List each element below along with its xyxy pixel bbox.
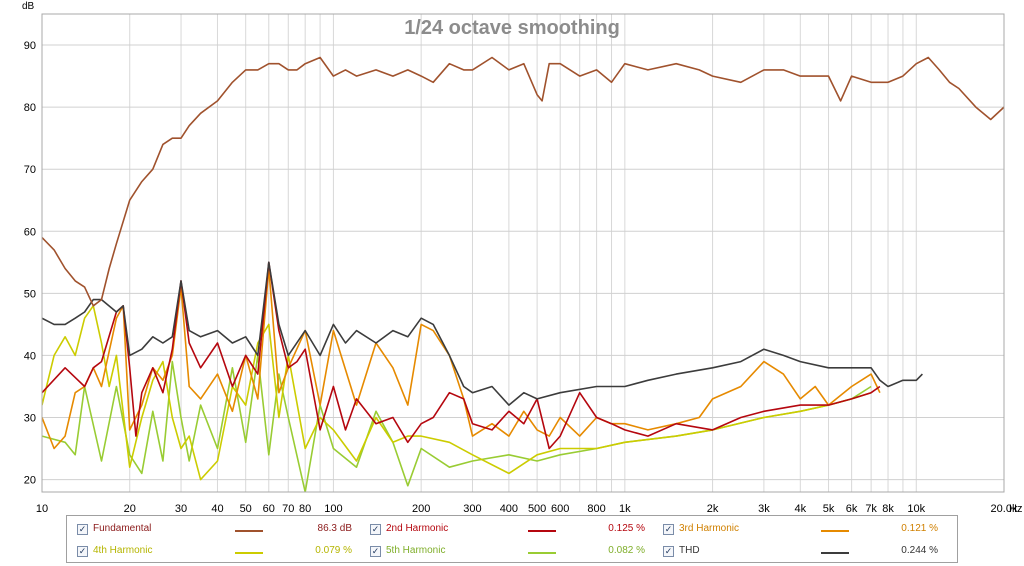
legend-value: 0.125 % [608, 523, 645, 534]
series-line-3rd-harmonic [42, 267, 881, 450]
legend-value: 0.079 % [315, 545, 352, 556]
chart-title: 1/24 octave smoothing [404, 17, 620, 39]
series-line-4th-harmonic [42, 304, 872, 481]
x-tick-label: 300 [463, 503, 481, 514]
series-line-2nd-harmonic [42, 261, 881, 450]
y-tick-label: 20 [24, 475, 36, 487]
x-tick-label: 7k [865, 503, 877, 514]
legend-label: Fundamental [93, 523, 152, 534]
x-tick-label: 100 [324, 503, 342, 514]
legend-checkbox-3rd-harmonic[interactable]: ✓ [663, 524, 674, 535]
y-tick-label: 70 [24, 164, 36, 176]
legend-value: 86.3 dB [317, 523, 352, 534]
x-tick-label: 5k [823, 503, 835, 514]
legend-label: 5th Harmonic [386, 545, 446, 556]
legend-checkbox-2nd-harmonic[interactable]: ✓ [370, 524, 381, 535]
legend-item-thd: ✓ THD 0.244 % [663, 545, 948, 561]
legend-swatch [235, 530, 263, 532]
legend-checkbox-4th-harmonic[interactable]: ✓ [77, 546, 88, 557]
legend-value: 0.082 % [608, 545, 645, 556]
y-tick-label: 80 [24, 102, 36, 114]
x-tick-label: 40 [211, 503, 223, 514]
x-tick-label: 2k [707, 503, 719, 514]
x-tick-label: 1k [619, 503, 631, 514]
x-tick-label: 20 [124, 503, 136, 514]
legend-swatch [821, 552, 849, 554]
legend-checkbox-5th-harmonic[interactable]: ✓ [370, 546, 381, 557]
legend-item-fundamental: ✓ Fundamental 86.3 dB [77, 523, 362, 539]
x-tick-label: 8k [882, 503, 894, 514]
legend-value: 0.244 % [901, 545, 938, 556]
legend-item-3rd-harmonic: ✓ 3rd Harmonic 0.121 % [663, 523, 948, 539]
x-tick-label: 20.0k [991, 503, 1018, 514]
x-tick-label: 30 [175, 503, 187, 514]
x-tick-label: 70 [282, 503, 294, 514]
x-tick-label: 50 [240, 503, 252, 514]
y-tick-label: 50 [24, 288, 36, 300]
x-tick-label: 200 [412, 503, 430, 514]
x-tick-label: 500 [528, 503, 546, 514]
series-lines [42, 56, 1004, 492]
x-tick-label: 800 [587, 503, 605, 514]
x-tick-label: 6k [846, 503, 858, 514]
legend-checkbox-thd[interactable]: ✓ [663, 546, 674, 557]
legend-swatch [528, 530, 556, 532]
y-tick-label: 60 [24, 226, 36, 238]
legend-item-5th-harmonic: ✓ 5th Harmonic 0.082 % [370, 545, 655, 561]
x-tick-label: 3k [758, 503, 770, 514]
x-tick-label: 400 [500, 503, 518, 514]
legend-label: 3rd Harmonic [679, 523, 740, 534]
legend-swatch [235, 552, 263, 554]
legend-item-2nd-harmonic: ✓ 2nd Harmonic 0.125 % [370, 523, 655, 539]
y-tick-label: 90 [24, 40, 36, 52]
legend-swatch [528, 552, 556, 554]
y-tick-label: 30 [24, 413, 36, 425]
chart-canvas: 20 30 40 50 60 70 80 90 10 20 30 40 50 60 70 80 100 200 30… [22, 1, 1022, 514]
grid-lines [41, 14, 1005, 492]
y-axis-unit-label: dB [22, 1, 35, 12]
legend-label: 2nd Harmonic [386, 523, 449, 534]
plot-frame [41, 13, 1005, 493]
axis-ticks: 20 30 40 50 60 70 80 90 10 20 30 40 50 60 70 80 100 200 30… [24, 40, 1018, 514]
legend-value: 0.121 % [901, 523, 938, 534]
legend-label: THD [679, 545, 700, 556]
series-line-thd [42, 261, 923, 406]
x-tick-label: 80 [299, 503, 311, 514]
legend-swatch [821, 530, 849, 532]
legend-item-4th-harmonic: ✓ 4th Harmonic 0.079 % [77, 545, 362, 561]
x-tick-label: 60 [263, 503, 275, 514]
legend-panel: ✓ Fundamental 86.3 dB ✓ 2nd Harmonic 0.125 % ✓… [66, 515, 958, 563]
legend-label: 4th Harmonic [93, 545, 153, 556]
x-tick-label: 10 [36, 503, 48, 514]
series-line-fundamental [42, 56, 1004, 307]
x-tick-label: 10k [907, 503, 925, 514]
legend-checkbox-fundamental[interactable]: ✓ [77, 524, 88, 535]
x-axis-unit-label: Hz [1009, 503, 1022, 514]
x-tick-label: 4k [794, 503, 806, 514]
y-tick-label: 40 [24, 350, 36, 362]
x-tick-label: 600 [551, 503, 569, 514]
